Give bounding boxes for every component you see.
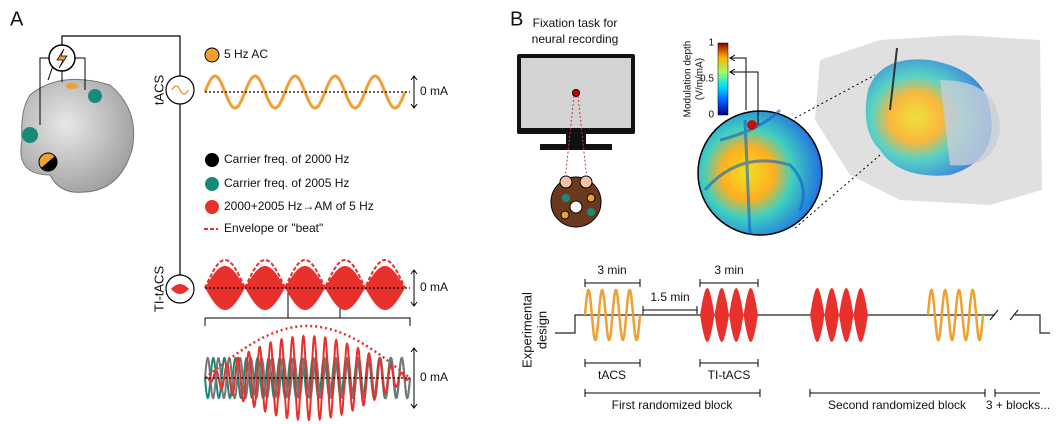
- legend-text: 5 Hz AC: [224, 47, 268, 61]
- panel-label: A: [10, 8, 24, 30]
- stimulator: [569, 200, 583, 214]
- ti-block: [810, 288, 868, 342]
- design-title: Experimental: [519, 292, 534, 368]
- electrode: [66, 83, 78, 89]
- group-label: 3 + blocks...: [986, 398, 1050, 412]
- electrode-probe: [889, 47, 898, 111]
- source-icon: [171, 284, 189, 294]
- bracket: [204, 290, 411, 326]
- fixation-title: Fixation task for: [533, 16, 618, 30]
- ti-block: [700, 288, 758, 342]
- electrode: [22, 127, 38, 143]
- electrode: [586, 193, 596, 203]
- monkey-eye: [579, 175, 593, 189]
- bolt-icon: [56, 48, 68, 69]
- tacs-block: [926, 288, 985, 342]
- scale-arrow: [410, 75, 418, 109]
- legend-swatch: [205, 177, 219, 191]
- legend-text: Carrier freq. of 2000 Hz: [224, 152, 349, 166]
- timeline: [555, 309, 1050, 334]
- envelope: [204, 324, 411, 379]
- colorbar-tick: 0: [708, 110, 714, 121]
- group-label: First randomized block: [612, 398, 734, 412]
- inset-hotspot: [747, 120, 757, 130]
- source-icon: [171, 85, 189, 95]
- colorbar-tick: 0.5: [700, 74, 714, 85]
- scale-arrow: [410, 269, 418, 307]
- block-label: TI-tACS: [708, 368, 751, 382]
- tacs-block: [583, 288, 642, 342]
- duration-label: 3 min: [597, 263, 626, 277]
- electrode: [41, 156, 58, 172]
- bracket: [584, 279, 1040, 397]
- wire: [61, 35, 181, 276]
- brain-cut: [940, 80, 1000, 166]
- colorbar-tick: 1: [708, 38, 714, 49]
- colorbar: [717, 42, 729, 116]
- zoom-line: [794, 74, 881, 229]
- colorbar-arrow: [729, 54, 759, 125]
- legend-text: Carrier freq. of 2005 Hz: [224, 176, 349, 190]
- colorbar-title: (V/m/mA): [695, 58, 706, 100]
- ti-label: TI-tACS: [151, 266, 166, 313]
- panel-label: B: [510, 8, 523, 30]
- sum-wave: [204, 334, 411, 422]
- envelope: [204, 259, 406, 291]
- electrode: [88, 89, 102, 103]
- electrode: [562, 194, 570, 202]
- group-label: Second randomized block: [828, 398, 967, 412]
- legend-swatch: [205, 153, 219, 167]
- design-title: design: [534, 311, 549, 349]
- fixation-dot: [572, 89, 580, 97]
- electrode: [587, 208, 595, 216]
- legend-text: Envelope or "beat": [224, 221, 323, 235]
- duration-label: 3 min: [714, 263, 743, 277]
- fixation-title: neural recording: [532, 32, 619, 46]
- monitor-stand: [540, 144, 612, 150]
- zero-label: 0 mA: [420, 84, 448, 98]
- tacs-label: tACS: [151, 75, 166, 106]
- legend-text: 2000+2005 Hz→AM of 5 Hz: [224, 199, 374, 213]
- monkey-eye: [559, 175, 573, 189]
- duration-label: 1.5 min: [650, 290, 689, 304]
- brain-inset: [697, 110, 823, 236]
- wire: [39, 57, 86, 125]
- monitor-stand: [566, 134, 586, 144]
- electrode: [560, 210, 570, 220]
- legend-swatch: [204, 47, 220, 63]
- zero-label: 0 mA: [420, 370, 448, 384]
- block-label: tACS: [598, 368, 626, 382]
- legend-swatch: [205, 200, 219, 214]
- colorbar-title: Modulation depth: [683, 41, 694, 118]
- scale-arrow: [410, 347, 418, 409]
- zero-label: 0 mA: [420, 280, 448, 294]
